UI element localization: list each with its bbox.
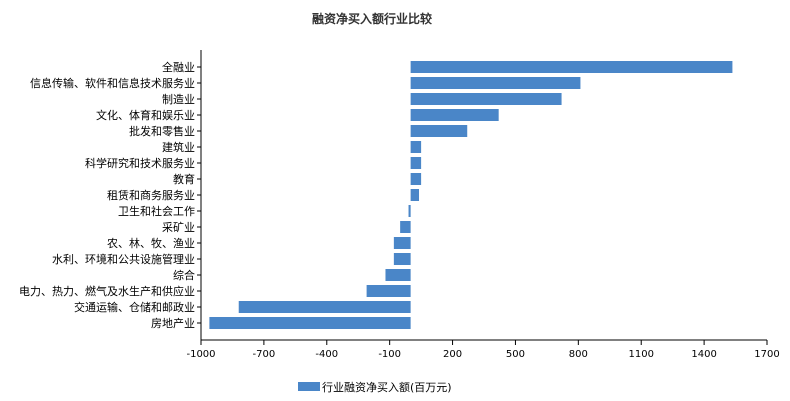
bar-13: [385, 269, 411, 281]
x-tick-label-8: 1400: [691, 349, 716, 360]
bar-6: [410, 157, 422, 169]
category-label-11: 农、林、牧、渔业: [107, 236, 195, 250]
x-tick-label-0: -1000: [186, 349, 215, 360]
x-tick-label-1: -700: [253, 349, 276, 360]
bar-10: [400, 221, 411, 233]
x-tick-label-2: -400: [315, 349, 338, 360]
category-label-14: 电力、热力、燃气及水生产和供应业: [19, 284, 195, 298]
bar-7: [410, 173, 422, 185]
category-label-1: 信息传输、软件和信息技术服务业: [30, 76, 195, 90]
bar-12: [393, 253, 411, 265]
x-tick-label-6: 800: [569, 349, 588, 360]
chart-title: 融资净买入额行业比较: [312, 11, 432, 26]
bar-5: [410, 141, 422, 153]
legend-label: 行业融资净买入额(百万元): [322, 380, 452, 394]
category-label-16: 房地产业: [151, 316, 195, 330]
bar-2: [410, 93, 562, 105]
category-label-0: 全融业: [162, 60, 195, 74]
category-label-4: 批发和零售业: [129, 124, 195, 138]
category-label-10: 采矿业: [162, 221, 195, 234]
category-label-7: 教育: [173, 172, 195, 186]
category-label-9: 卫生和社会工作: [118, 204, 195, 218]
bar-1: [410, 77, 581, 89]
x-tick-label-4: 200: [443, 349, 462, 360]
category-label-6: 科学研究和技术服务业: [85, 156, 195, 170]
category-label-3: 文化、体育和娱乐业: [96, 108, 195, 122]
category-label-5: 建筑业: [162, 140, 195, 154]
category-label-13: 综合: [173, 268, 195, 282]
bars-layer: [209, 61, 733, 329]
x-tick-label-3: -100: [378, 349, 401, 360]
legend: 行业融资净买入额(百万元): [298, 380, 452, 394]
category-label-15: 交通运输、仓储和邮政业: [74, 300, 195, 314]
x-tick-label-9: 1700: [754, 349, 779, 360]
bar-0: [410, 61, 733, 73]
category-label-2: 制造业: [162, 92, 195, 106]
bar-14: [366, 285, 411, 297]
bar-15: [238, 301, 411, 313]
x-tick-label-7: 1100: [628, 349, 653, 360]
bar-3: [410, 109, 499, 121]
category-label-12: 水利、环境和公共设施管理业: [52, 252, 195, 266]
category-label-8: 租赁和商务服务业: [107, 188, 195, 202]
legend-swatch: [298, 382, 320, 391]
x-tick-label-5: 500: [506, 349, 525, 360]
axes-layer: 全融业信息传输、软件和信息技术服务业制造业文化、体育和娱乐业批发和零售业建筑业科…: [19, 50, 780, 360]
bar-8: [410, 189, 420, 201]
bar-11: [393, 237, 411, 249]
bar-16: [209, 317, 411, 329]
bar-4: [410, 125, 468, 137]
bar-9: [408, 205, 411, 217]
